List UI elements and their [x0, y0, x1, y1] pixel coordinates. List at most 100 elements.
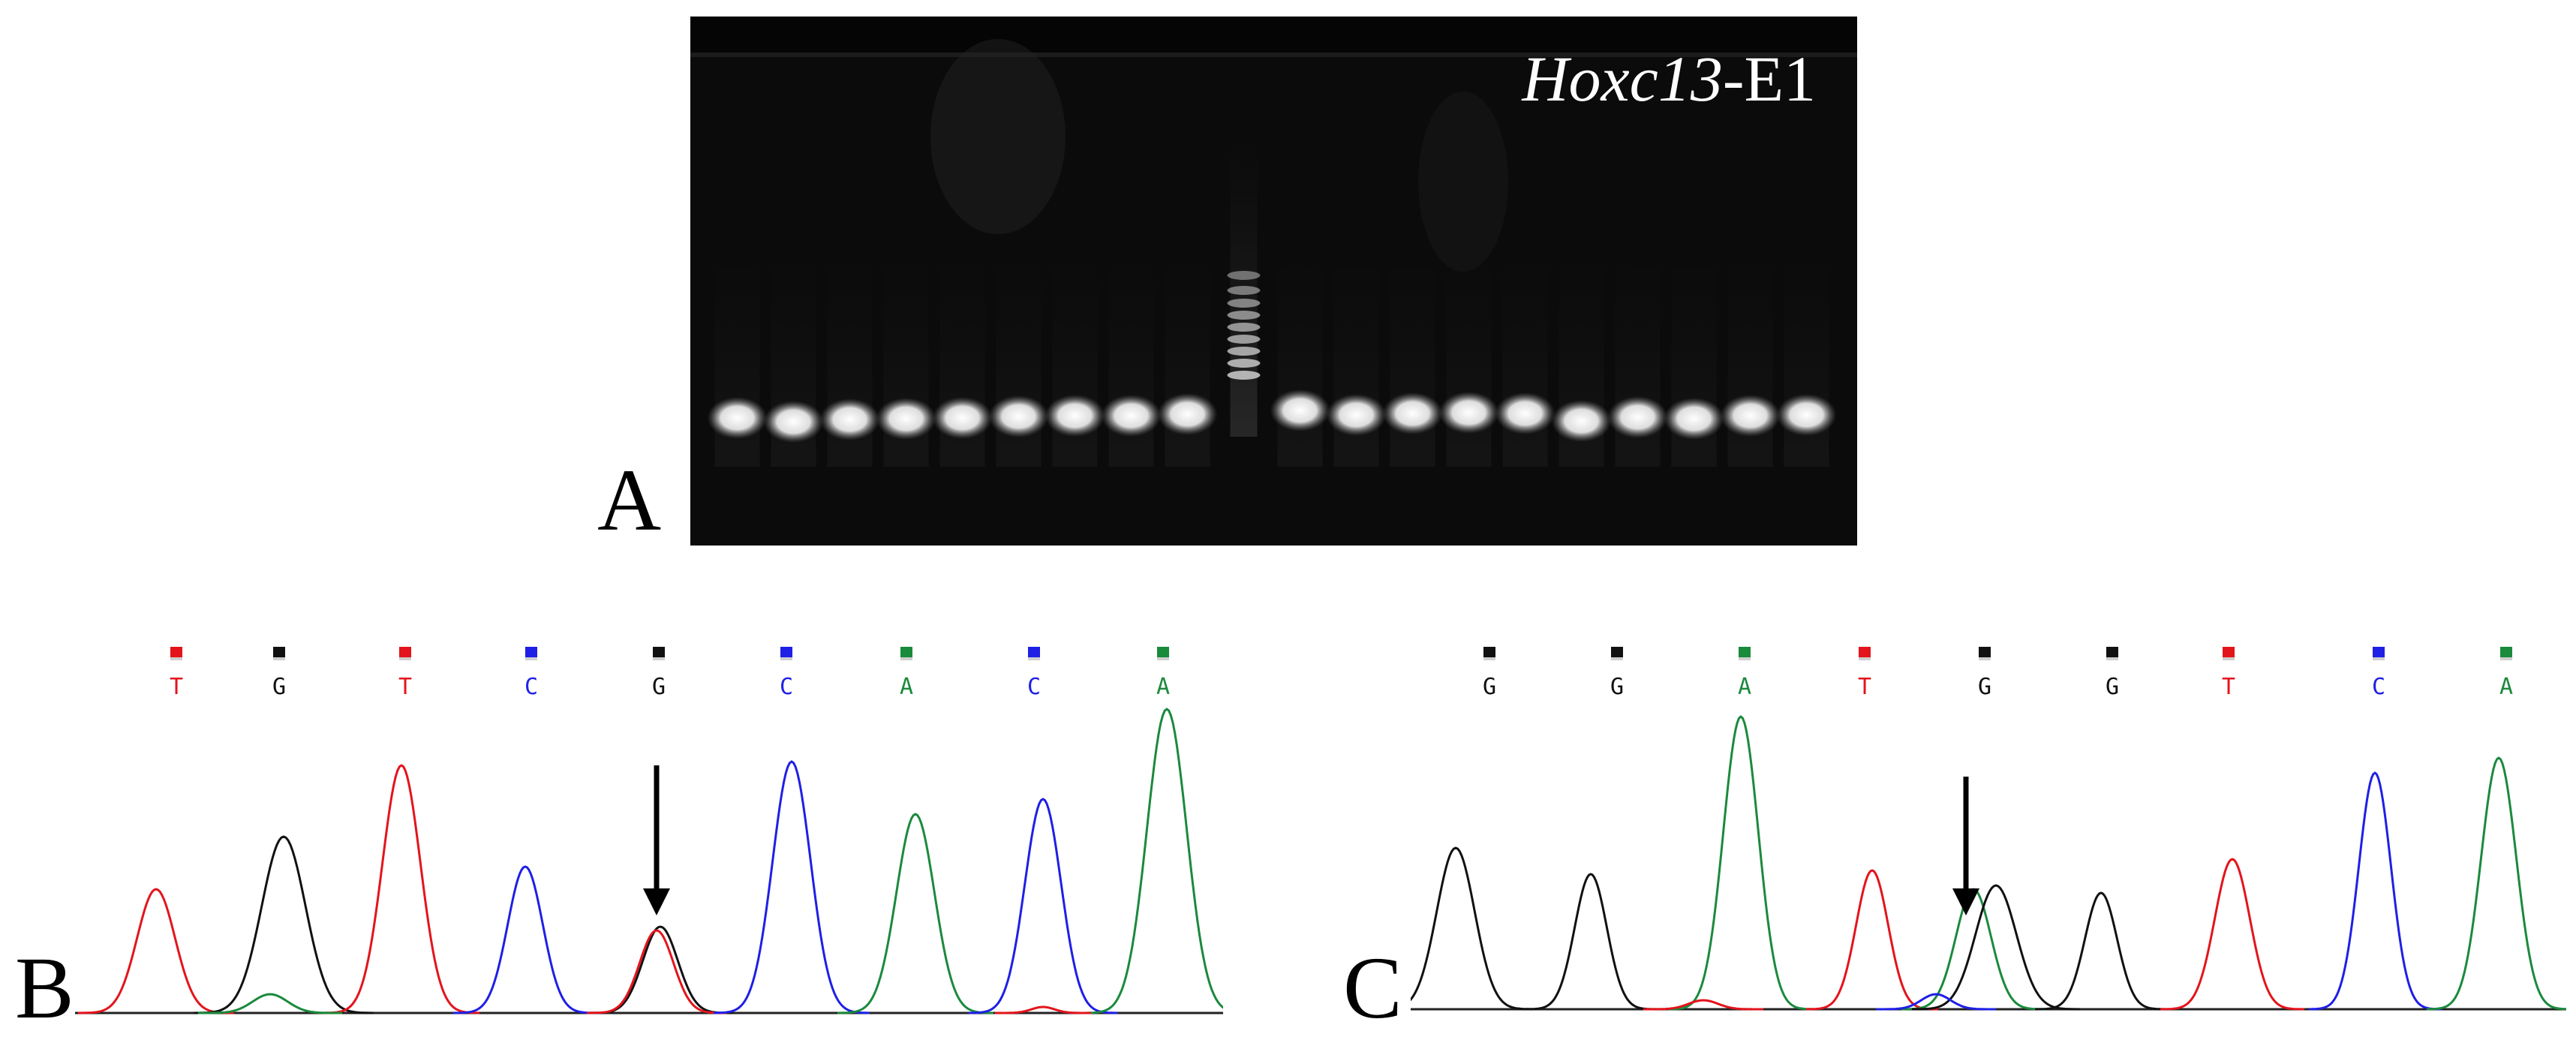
quality-marker-base	[1157, 657, 1169, 660]
quality-marker	[1157, 647, 1169, 657]
lane-smear	[1446, 257, 1492, 467]
quality-marker	[653, 647, 665, 657]
lane-smear	[1502, 257, 1548, 467]
trace-peak	[1805, 869, 1939, 1011]
gel-band	[1720, 395, 1781, 437]
quality-marker	[2106, 647, 2118, 657]
gel-marker-lane	[1227, 144, 1261, 437]
gel-label-gene: Hoxc13	[1522, 43, 1723, 115]
quality-marker-base	[1739, 657, 1751, 660]
gel-image: Hoxc13-E1	[690, 17, 1857, 546]
marker-band	[1227, 311, 1261, 320]
trace-peak	[2427, 756, 2566, 1011]
panel-label-a: A	[597, 451, 662, 549]
trace-peak	[1901, 888, 2046, 1011]
base-call-letter: C	[1027, 674, 1041, 700]
quality-marker	[1483, 647, 1495, 657]
gel-band	[1045, 395, 1105, 437]
gel-band	[1382, 392, 1443, 434]
marker-band	[1227, 335, 1261, 344]
trace-peak	[2309, 771, 2441, 1011]
gel-sample-lane	[1720, 257, 1781, 467]
base-call-letter: T	[398, 674, 412, 700]
trace-peak	[1911, 884, 2081, 1011]
mutation-arrow-icon	[643, 888, 670, 915]
quality-marker-base	[1859, 657, 1871, 660]
base-call-letter: T	[2222, 674, 2235, 700]
gel-band	[988, 395, 1049, 437]
quality-marker-base	[2373, 657, 2385, 660]
panel-label-b: B	[15, 939, 74, 1037]
gel-sample-lane	[707, 257, 768, 467]
trace-peak	[1524, 873, 1658, 1011]
gel-band	[1270, 389, 1330, 431]
trace-peak	[1876, 993, 1996, 1011]
quality-marker	[1859, 647, 1871, 657]
trace-peak	[1085, 708, 1223, 1014]
marker-band	[1227, 359, 1261, 368]
marker-band	[1227, 371, 1261, 380]
quality-marker-base	[2223, 657, 2235, 660]
quality-marker-base	[900, 657, 912, 660]
quality-marker	[900, 647, 912, 657]
gel-band	[1495, 392, 1556, 434]
gel-artifact	[930, 39, 1066, 234]
marker-band	[1227, 299, 1261, 308]
trace-peak	[1411, 846, 1534, 1011]
gel-sample-lane	[1495, 257, 1556, 467]
gel-label: Hoxc13-E1	[1522, 47, 1816, 111]
trace-peak	[1643, 999, 1763, 1011]
gel-band	[876, 398, 936, 440]
gel-label-suffix: -E1	[1722, 43, 1816, 115]
gel-band	[1607, 396, 1668, 438]
gel-lanes	[690, 17, 1857, 467]
quality-marker	[273, 647, 285, 657]
gel-sample-lane	[1326, 257, 1387, 467]
quality-marker	[399, 647, 411, 657]
trace-peak	[2160, 858, 2305, 1011]
quality-marker	[1739, 647, 1751, 657]
gel-band	[1101, 395, 1162, 437]
gel-sample-lane	[1607, 257, 1668, 467]
base-call-letter: A	[900, 674, 913, 700]
trace-peak	[588, 925, 732, 1014]
marker-band	[1227, 286, 1261, 295]
gel-sample-lane	[1551, 257, 1612, 467]
gel-sample-lane	[1664, 257, 1724, 467]
gel-sample-lane	[819, 257, 880, 467]
quality-marker-base	[2500, 657, 2512, 660]
gel-band	[1438, 392, 1499, 434]
quality-marker-base	[780, 657, 792, 660]
trace-peak	[198, 993, 342, 1014]
lane-smear	[1277, 257, 1323, 467]
quality-marker-base	[1611, 657, 1623, 660]
trace-peak	[2035, 891, 2167, 1011]
trace-peak	[77, 888, 235, 1014]
marker-band	[1227, 323, 1261, 332]
gel-sample-lane	[1045, 257, 1105, 467]
gel-sample-lane	[932, 257, 993, 467]
trace-peak	[837, 813, 993, 1014]
trace-peak	[452, 865, 598, 1014]
trace-peak	[714, 760, 870, 1014]
gel-band	[1776, 394, 1837, 436]
base-call-letter: G	[1483, 674, 1496, 700]
gel-band	[1664, 398, 1724, 440]
quality-marker-base	[273, 657, 285, 660]
quality-marker	[2223, 647, 2235, 657]
base-call-letter: C	[525, 674, 538, 700]
quality-marker-base	[1979, 657, 1991, 660]
quality-marker-base	[525, 657, 537, 660]
base-call-letter: C	[2372, 674, 2385, 700]
quality-marker	[525, 647, 537, 657]
gel-sample-lane	[1101, 257, 1162, 467]
trace-peak	[193, 835, 374, 1014]
quality-marker-base	[2106, 657, 2118, 660]
base-call-letter: G	[652, 674, 666, 700]
gel-band	[819, 398, 880, 440]
quality-marker-base	[1028, 657, 1040, 660]
trace-peak	[587, 929, 726, 1014]
base-call-letter: A	[2499, 674, 2513, 700]
